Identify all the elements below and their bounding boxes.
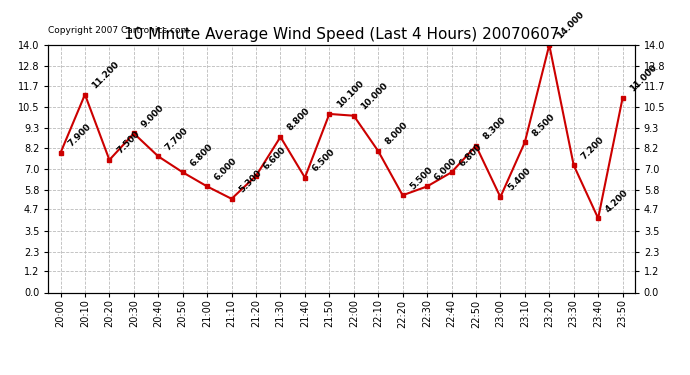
Title: 10 Minute Average Wind Speed (Last 4 Hours) 20070607: 10 Minute Average Wind Speed (Last 4 Hou… [124,27,559,42]
Text: 4.200: 4.200 [604,188,630,214]
Text: 6.800: 6.800 [188,142,215,168]
Text: 8.300: 8.300 [482,116,508,142]
Text: 8.500: 8.500 [531,112,557,138]
Text: 10.000: 10.000 [359,81,390,111]
Text: 7.900: 7.900 [66,122,92,148]
Text: 6.600: 6.600 [262,146,288,172]
Text: 7.200: 7.200 [580,135,606,161]
Text: Copyright 2007 Cartronics.com: Copyright 2007 Cartronics.com [48,26,190,35]
Text: 6.500: 6.500 [310,147,337,173]
Text: 8.800: 8.800 [286,106,313,133]
Text: 7.700: 7.700 [164,126,190,152]
Text: 5.500: 5.500 [408,165,435,191]
Text: 9.000: 9.000 [139,103,166,129]
Text: 6.000: 6.000 [433,156,459,182]
Text: 6.800: 6.800 [457,142,483,168]
Text: 5.300: 5.300 [237,168,264,195]
Text: 10.100: 10.100 [335,79,366,110]
Text: 8.000: 8.000 [384,121,410,147]
Text: 5.400: 5.400 [506,166,532,193]
Text: 11.200: 11.200 [90,60,121,90]
Text: 7.500: 7.500 [115,129,141,156]
Text: 14.000: 14.000 [555,10,586,41]
Text: 6.000: 6.000 [213,156,239,182]
Text: 11.000: 11.000 [628,63,659,94]
